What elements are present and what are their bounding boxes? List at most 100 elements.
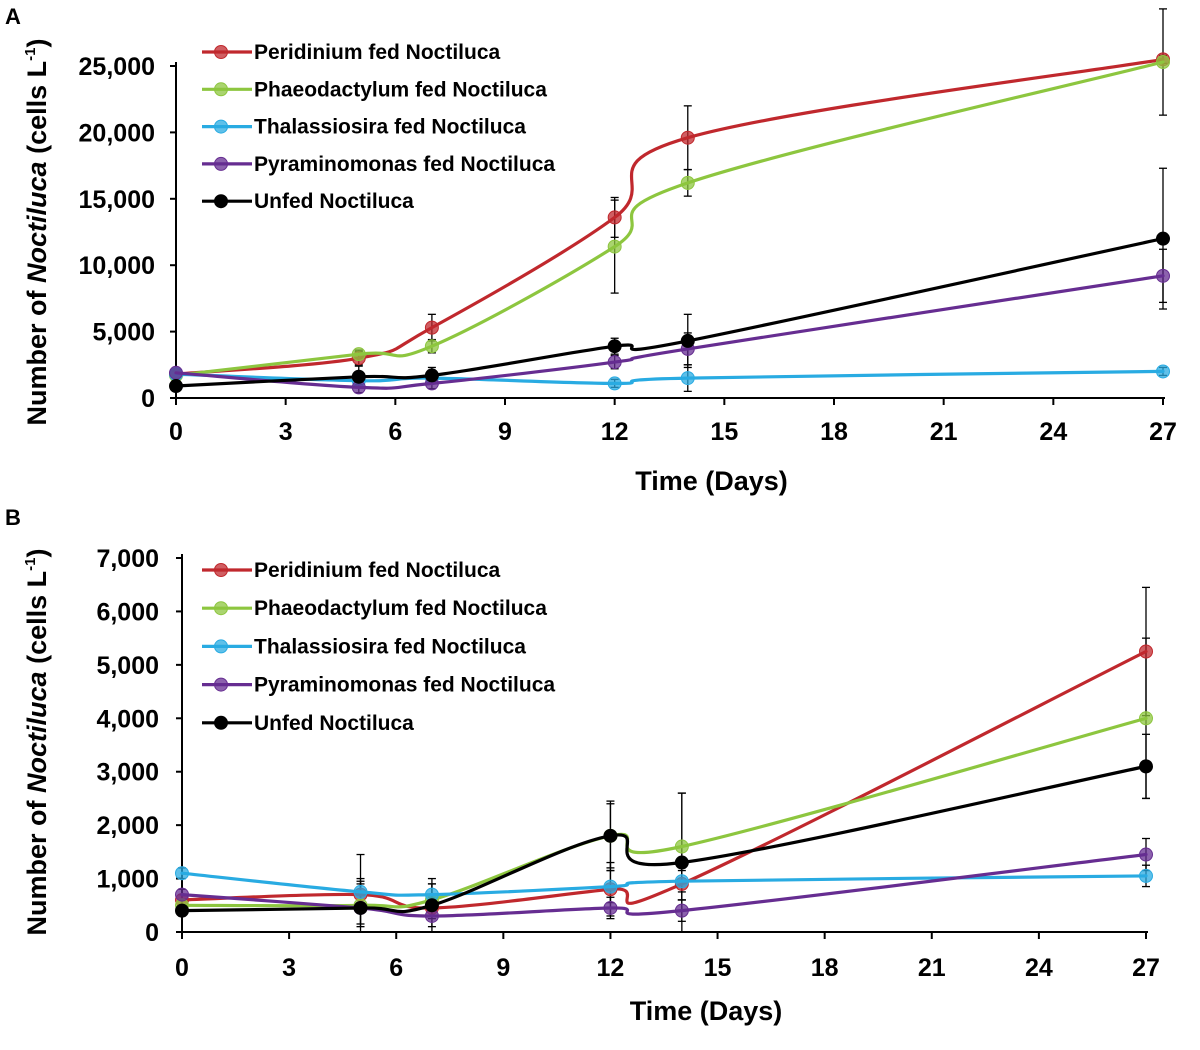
x-tick-label: 21 bbox=[918, 954, 946, 982]
x-tick-label: 24 bbox=[1039, 418, 1067, 446]
x-tick-label: 9 bbox=[496, 954, 510, 982]
data-point bbox=[175, 866, 189, 881]
data-point bbox=[674, 839, 689, 854]
legend-label: Phaeodactylum fed Noctiluca bbox=[254, 597, 547, 620]
legend: Peridinium fed Noctiluca Phaeodactylum fe… bbox=[202, 559, 555, 735]
data-point bbox=[674, 903, 689, 918]
legend-label: Phaeodactylum fed Noctiluca bbox=[254, 78, 547, 101]
data-point bbox=[175, 903, 189, 918]
data-point bbox=[674, 874, 689, 889]
data-point bbox=[1139, 759, 1153, 774]
legend-label: Peridinium fed Noctiluca bbox=[254, 559, 501, 582]
y-tick-label: 5,000 bbox=[92, 319, 155, 347]
y-tick-label: 4,000 bbox=[96, 705, 159, 733]
series-line-peridinium-fed-noctiluca bbox=[174, 57, 1165, 376]
data-point bbox=[424, 339, 439, 354]
y-tick-label: 2,000 bbox=[96, 812, 159, 840]
y-tick-label: 1,000 bbox=[96, 866, 159, 894]
legend-label: Peridinium fed Noctiluca bbox=[254, 41, 501, 64]
legend-marker bbox=[214, 601, 228, 616]
panel-letter: B bbox=[5, 505, 21, 530]
data-point bbox=[1139, 868, 1153, 883]
data-point bbox=[680, 130, 695, 145]
series-peridinium-fed-noctiluca bbox=[169, 52, 1170, 382]
data-point bbox=[674, 855, 689, 870]
x-axis-title: Time (Days) bbox=[630, 996, 783, 1026]
legend-marker bbox=[214, 715, 228, 730]
series-phaeodactylum-fed-noctiluca bbox=[169, 55, 1170, 383]
legend-marker bbox=[214, 82, 228, 97]
x-tick-label: 27 bbox=[1149, 418, 1177, 446]
series-unfed-noctiluca bbox=[169, 231, 1170, 394]
legend-marker bbox=[214, 119, 228, 134]
series-line-phaeodactylum-fed-noctiluca bbox=[174, 60, 1165, 377]
x-axis-title: Time (Days) bbox=[635, 466, 788, 496]
data-point bbox=[175, 887, 189, 902]
legend-marker bbox=[214, 563, 228, 577]
data-point bbox=[680, 175, 695, 190]
y-tick-label: 5,000 bbox=[96, 652, 159, 680]
x-tick-label: 6 bbox=[388, 418, 402, 446]
series-pyraminomonas-fed-noctiluca bbox=[169, 268, 1170, 395]
legend-label: Thalassiosira fed Noctiluca bbox=[254, 116, 526, 139]
series-thalassiosira-fed-noctiluca bbox=[175, 866, 1153, 902]
legend-label: Unfed Noctiluca bbox=[254, 712, 414, 735]
y-tick-label: 0 bbox=[141, 385, 155, 413]
panel-b: B 0 1,000 2,000 3,000 4,000 5,000 6,000 7,000 0 3 6… bbox=[5, 505, 1160, 1026]
data-point bbox=[607, 339, 622, 354]
legend-label: Pyraminomonas fed Noctiluca bbox=[254, 674, 555, 697]
data-point bbox=[424, 320, 439, 335]
legend: Peridinium fed Noctiluca Phaeodactylum fe… bbox=[202, 41, 555, 213]
data-point bbox=[603, 828, 618, 843]
data-point bbox=[603, 900, 618, 915]
y-tick-label: 0 bbox=[145, 919, 159, 947]
data-point bbox=[1156, 231, 1170, 246]
data-point bbox=[1156, 364, 1170, 379]
data-point bbox=[169, 379, 183, 394]
y-tick-label: 10,000 bbox=[79, 252, 155, 280]
series-line-thalassiosira-fed-noctiluca bbox=[180, 871, 1148, 897]
x-tick-label: 3 bbox=[282, 954, 296, 982]
x-tick-label: 0 bbox=[175, 954, 189, 982]
x-tick-label: 18 bbox=[820, 418, 848, 446]
y-tick-label: 20,000 bbox=[79, 119, 155, 147]
data-point bbox=[607, 210, 622, 225]
series-line-thalassiosira-fed-noctiluca bbox=[174, 369, 1165, 385]
x-tick-label: 0 bbox=[169, 418, 183, 446]
x-tick-label: 9 bbox=[498, 418, 512, 446]
y-tick-label: 15,000 bbox=[79, 186, 155, 214]
data-point bbox=[603, 879, 618, 894]
data-point bbox=[607, 239, 622, 254]
legend-label: Thalassiosira fed Noctiluca bbox=[254, 635, 526, 658]
x-tick-label: 6 bbox=[389, 954, 403, 982]
data-point bbox=[680, 371, 695, 386]
x-tick-label: 24 bbox=[1025, 954, 1053, 982]
data-point bbox=[1139, 847, 1153, 862]
data-point bbox=[424, 368, 439, 383]
legend-marker bbox=[214, 194, 228, 209]
data-point bbox=[169, 365, 183, 380]
data-point bbox=[607, 376, 622, 391]
data-point bbox=[1139, 711, 1153, 726]
series-pyraminomonas-fed-noctiluca bbox=[175, 847, 1153, 923]
y-tick-label: 25,000 bbox=[79, 53, 155, 81]
data-point bbox=[351, 369, 366, 384]
x-tick-label: 12 bbox=[597, 954, 625, 982]
data-point bbox=[1156, 268, 1170, 283]
y-axis-title: Number of Noctiluca (cells L-1) bbox=[22, 549, 52, 936]
x-tick-label: 21 bbox=[930, 418, 958, 446]
legend-marker bbox=[214, 45, 228, 59]
legend-marker bbox=[214, 156, 228, 171]
legend-marker bbox=[214, 639, 228, 654]
series-line-pyraminomonas-fed-noctiluca bbox=[174, 274, 1165, 390]
y-tick-label: 7,000 bbox=[96, 545, 159, 573]
x-tick-label: 15 bbox=[710, 418, 738, 446]
data-point bbox=[424, 898, 439, 913]
data-point bbox=[351, 347, 366, 362]
panel-a: A 0 5,000 10,000 15,000 20,000 25,000 0 3 6 9 12 15 1… bbox=[5, 4, 1177, 496]
x-tick-label: 27 bbox=[1132, 954, 1160, 982]
x-tick-label: 15 bbox=[704, 954, 732, 982]
y-tick-label: 3,000 bbox=[96, 759, 159, 787]
data-point bbox=[680, 333, 695, 348]
